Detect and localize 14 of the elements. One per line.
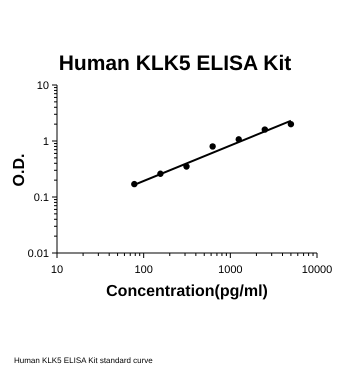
y-tick-label: 10 (36, 80, 49, 92)
x-tick-label: 10000 (302, 264, 332, 276)
x-axis-title: Concentration(pg/ml) (105, 283, 269, 301)
y-tick-label: 1 (42, 136, 49, 148)
point (209, 143, 216, 150)
chart-title: Human KLK5 ELISA Kit (58, 52, 292, 76)
y-tick-label: 0.1 (34, 192, 49, 204)
text: Human KLK5 ELISA Kit standard curve (14, 356, 153, 365)
x-tick-label: 100 (134, 264, 153, 276)
x-tick-label: 1000 (218, 264, 243, 276)
y-tick-label: 0.01 (28, 248, 49, 260)
point (288, 120, 294, 128)
y-axis-title: O.D. (11, 154, 29, 186)
x-tick-label: 10 (50, 264, 64, 276)
